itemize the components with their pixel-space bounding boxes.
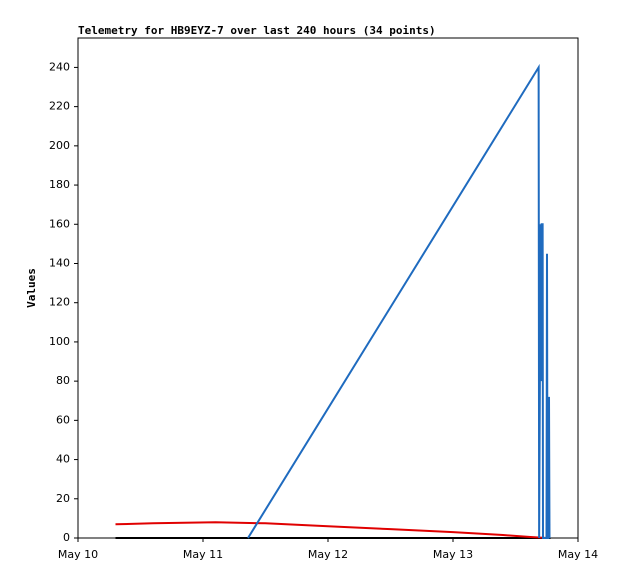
y-tick-label: 80: [56, 374, 70, 387]
y-tick-label: 240: [49, 60, 70, 73]
series-line: [247, 63, 551, 539]
y-tick-label: 40: [56, 453, 70, 466]
y-tick-label: 180: [49, 178, 70, 191]
series-line: [115, 521, 551, 540]
y-tick-label: 140: [49, 256, 70, 269]
y-tick-label: 60: [56, 413, 70, 426]
x-tick-label: May 11: [183, 548, 223, 561]
y-tick-label: 160: [49, 217, 70, 230]
plot-frame: [77, 37, 579, 539]
chart-title: Telemetry for HB9EYZ-7 over last 240 hou…: [78, 24, 436, 37]
y-tick-label: 200: [49, 139, 70, 152]
y-tick-label: 100: [49, 335, 70, 348]
x-tick-label: May 10: [58, 548, 98, 561]
y-tick-label: 120: [49, 296, 70, 309]
y-axis-label: Values: [25, 268, 38, 308]
y-tick-label: 20: [56, 492, 70, 505]
x-tick-label: May 12: [308, 548, 348, 561]
x-tick-label: May 14: [558, 548, 598, 561]
y-tick-label: 220: [49, 100, 70, 113]
x-tick-label: May 13: [433, 548, 473, 561]
y-tick-label: 0: [63, 531, 70, 544]
